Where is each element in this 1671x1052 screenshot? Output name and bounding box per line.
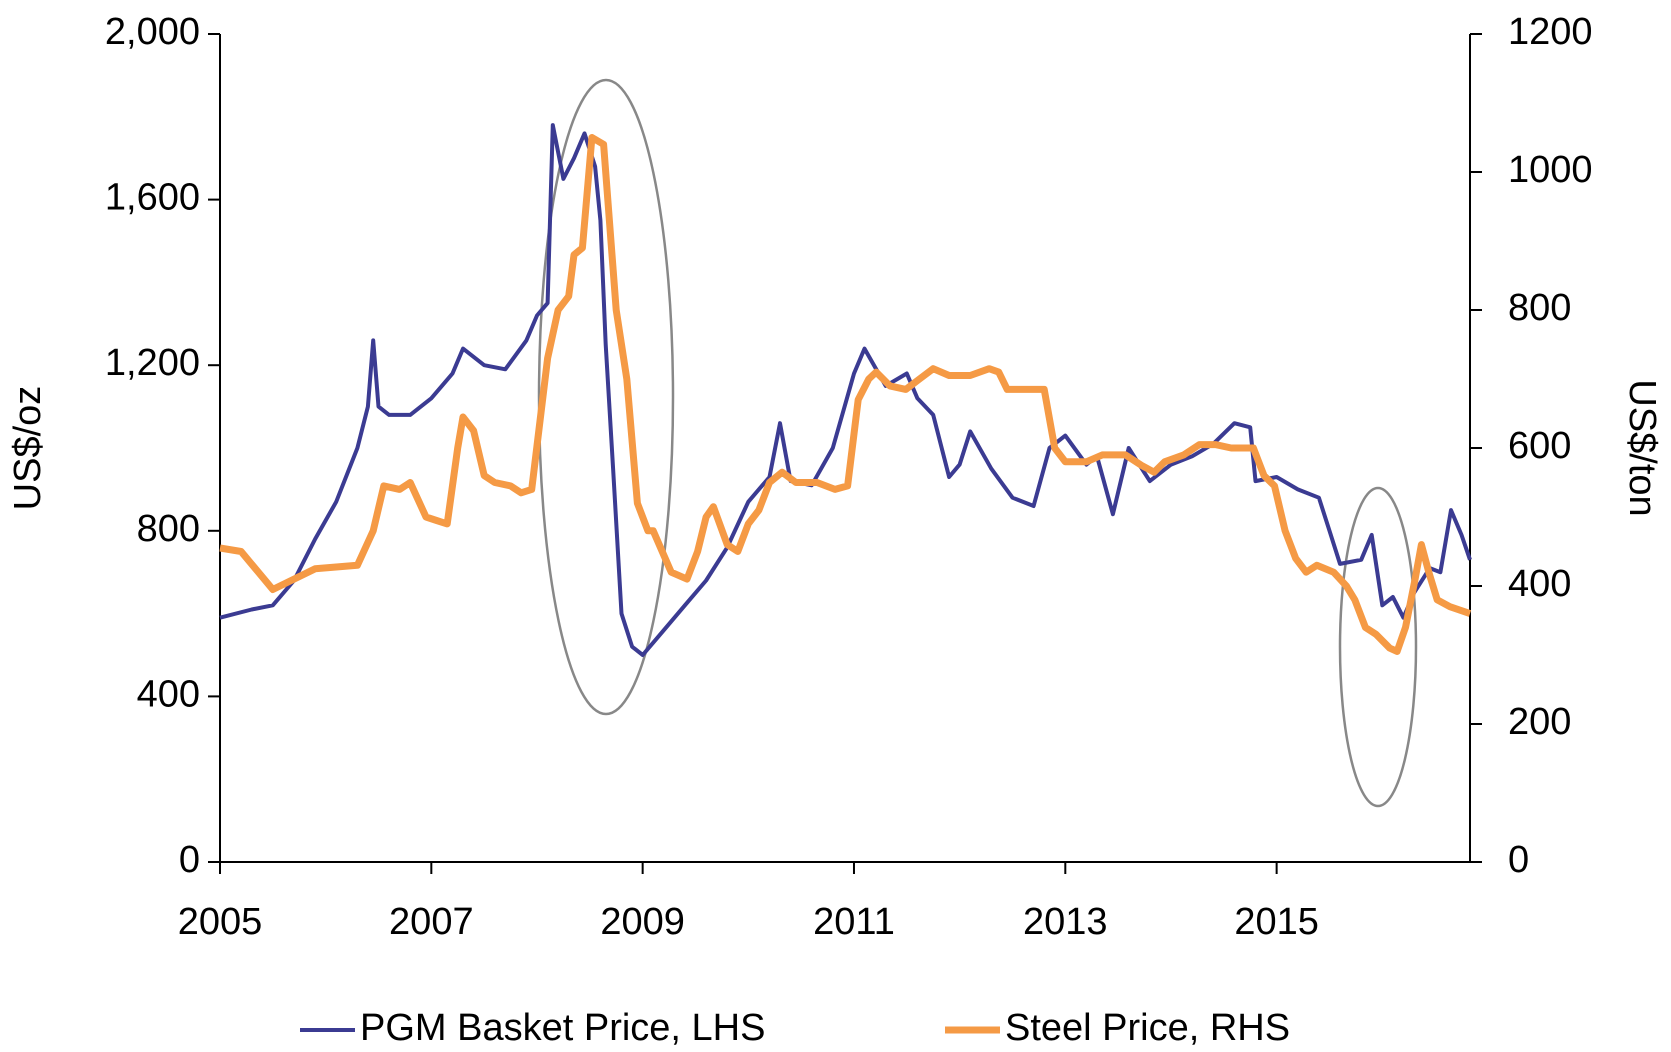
y-tick-label: 400	[137, 673, 200, 715]
y-tick-label: 800	[137, 508, 200, 550]
legend-label: Steel Price, RHS	[1005, 1007, 1290, 1049]
highlight-ellipse	[537, 78, 675, 716]
highlight-ellipse	[1338, 486, 1418, 808]
y2-tick-label: 200	[1508, 701, 1571, 743]
legend-label: PGM Basket Price, LHS	[360, 1007, 765, 1049]
y2-tick-label: 0	[1508, 839, 1529, 881]
x-tick-label: 2013	[1023, 901, 1108, 943]
y-tick-label: 1,600	[105, 177, 200, 219]
y-tick-label: 0	[179, 839, 200, 881]
y2-tick-label: 1200	[1508, 11, 1593, 53]
y-axis-label: US$/oz	[7, 386, 49, 511]
series-line	[219, 134, 1472, 655]
y2-axis-label: US$/ton	[1621, 379, 1663, 516]
x-tick-label: 2015	[1234, 901, 1319, 943]
x-tick-label: 2011	[813, 901, 895, 943]
y2-tick-label: 1000	[1508, 149, 1593, 191]
y2-tick-label: 400	[1508, 563, 1571, 605]
y2-tick-label: 600	[1508, 425, 1571, 467]
x-tick-label: 2007	[389, 901, 474, 943]
x-tick-label: 2009	[600, 901, 685, 943]
y-tick-label: 1,200	[105, 342, 200, 384]
x-tick-label: 2005	[178, 901, 263, 943]
y-tick-label: 2,000	[105, 11, 200, 53]
series-line	[219, 123, 1472, 657]
y2-tick-label: 800	[1508, 287, 1571, 329]
